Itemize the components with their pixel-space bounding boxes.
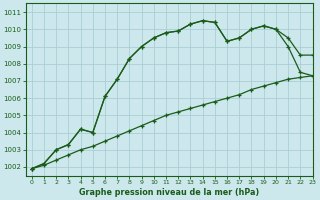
X-axis label: Graphe pression niveau de la mer (hPa): Graphe pression niveau de la mer (hPa) <box>79 188 259 197</box>
